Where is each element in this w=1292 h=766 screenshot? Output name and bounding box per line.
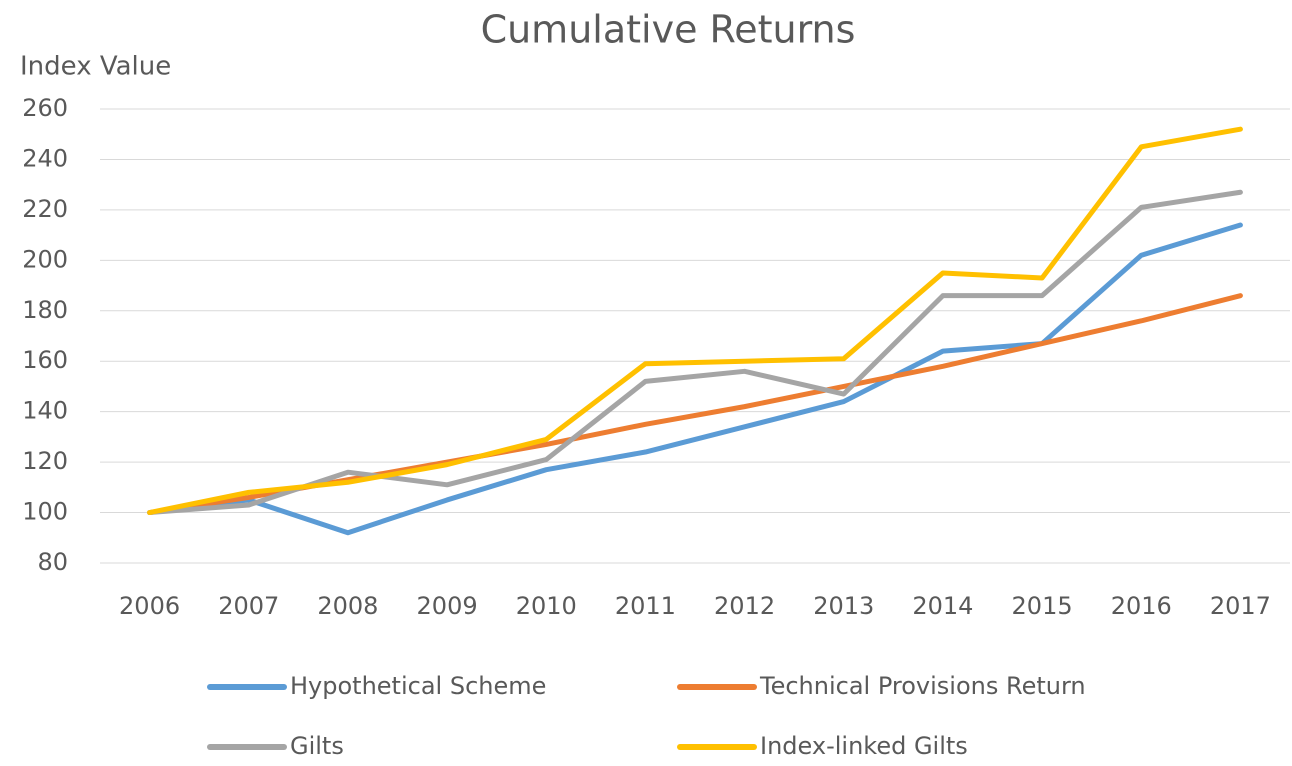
x-tick-label: 2007 [218, 592, 279, 620]
y-tick-label: 260 [22, 94, 68, 122]
y-axis-label: Index Value [20, 52, 171, 82]
y-tick-label: 240 [22, 144, 68, 172]
x-tick-label: 2011 [615, 592, 676, 620]
y-tick-label: 100 [22, 498, 68, 526]
x-tick-label: 2006 [119, 592, 180, 620]
x-tick-label: 2008 [317, 592, 378, 620]
legend-label: Hypothetical Scheme [290, 672, 546, 700]
series-line [147, 222, 1243, 536]
y-tick-label: 180 [22, 296, 68, 324]
x-tick-label: 2016 [1111, 592, 1172, 620]
legend-label: Gilts [290, 732, 344, 760]
x-tick-label: 2010 [516, 592, 577, 620]
x-tick-label: 2012 [714, 592, 775, 620]
x-tick-label: 2014 [912, 592, 973, 620]
y-tick-label: 120 [22, 447, 68, 475]
y-tick-label: 80 [37, 548, 68, 576]
series-line [147, 189, 1243, 516]
legend-label: Technical Provisions Return [759, 672, 1086, 700]
series-line [147, 293, 1243, 516]
x-tick-label: 2009 [417, 592, 478, 620]
chart-title: Cumulative Returns [481, 8, 856, 52]
legend-label: Index-linked Gilts [760, 732, 968, 760]
y-tick-label: 220 [22, 195, 68, 223]
x-tick-label: 2015 [1012, 592, 1073, 620]
y-tick-label: 200 [22, 245, 68, 273]
x-tick-label: 2017 [1210, 592, 1271, 620]
series-line [147, 126, 1243, 516]
x-tick-label: 2013 [813, 592, 874, 620]
y-tick-label: 140 [22, 397, 68, 425]
y-tick-label: 160 [22, 346, 68, 374]
